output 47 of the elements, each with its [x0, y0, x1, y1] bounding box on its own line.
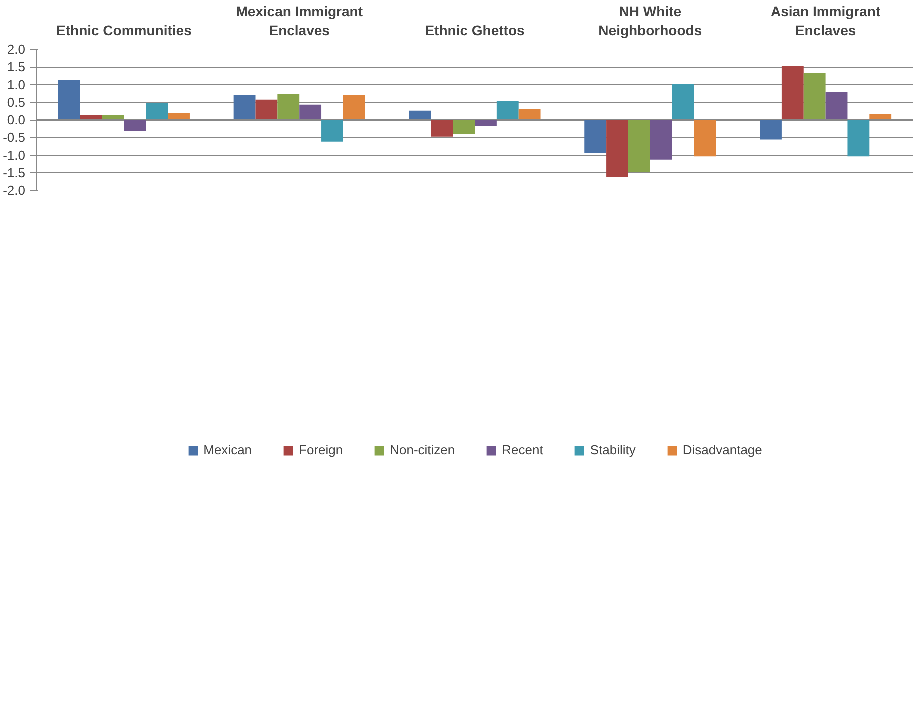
legend-label: Recent	[502, 442, 544, 458]
y-tick-label: -0.5	[3, 130, 26, 146]
bar	[475, 120, 497, 126]
bar	[804, 73, 826, 120]
bar	[124, 120, 146, 132]
legend-label: Mexican	[204, 442, 252, 458]
bar	[628, 120, 650, 172]
bar	[584, 120, 607, 154]
bar	[518, 109, 541, 120]
bar	[848, 120, 870, 157]
bar	[343, 95, 366, 120]
y-tick-label: 1.5	[7, 60, 26, 75]
x-tick-label: Ethnic Communities	[56, 22, 192, 38]
bar	[760, 120, 782, 140]
legend-label: Non-citizen	[390, 442, 456, 458]
legend-label: Foreign	[299, 442, 344, 458]
bar	[168, 112, 190, 120]
y-tick-label: -1.5	[3, 165, 26, 180]
y-tick-label: 0.5	[7, 94, 26, 110]
bar	[826, 92, 848, 120]
y-tick-label: -1.0	[3, 148, 26, 163]
bar	[322, 120, 344, 142]
bar	[300, 104, 322, 120]
bar	[58, 80, 80, 120]
x-tick-label: Ethnic Ghettos	[425, 22, 525, 38]
y-tick-label: -2.0	[3, 183, 26, 198]
bar	[453, 120, 475, 134]
bar	[606, 120, 628, 178]
y-tick-label: 1.0	[7, 77, 26, 92]
bar	[278, 94, 300, 120]
bar	[694, 120, 716, 157]
bar	[672, 84, 694, 120]
x-tick-label: Mexican Immigrant Enclaves	[236, 3, 364, 38]
bar	[256, 100, 278, 120]
bar	[431, 120, 454, 137]
bar	[409, 110, 432, 120]
bar	[496, 101, 519, 120]
x-tick-label: NH White Neighborhoods	[598, 3, 702, 38]
x-tick-label: Asian Immigrant Enclaves	[770, 3, 881, 38]
bar	[234, 95, 256, 120]
bar	[146, 103, 168, 120]
bar	[782, 66, 804, 120]
y-tick-label: 0.0	[7, 112, 26, 128]
bar	[650, 120, 672, 160]
legend-label: Disadvantage	[682, 442, 762, 458]
legend-label: Stability	[590, 442, 636, 458]
y-tick-label: 2.0	[7, 42, 26, 57]
